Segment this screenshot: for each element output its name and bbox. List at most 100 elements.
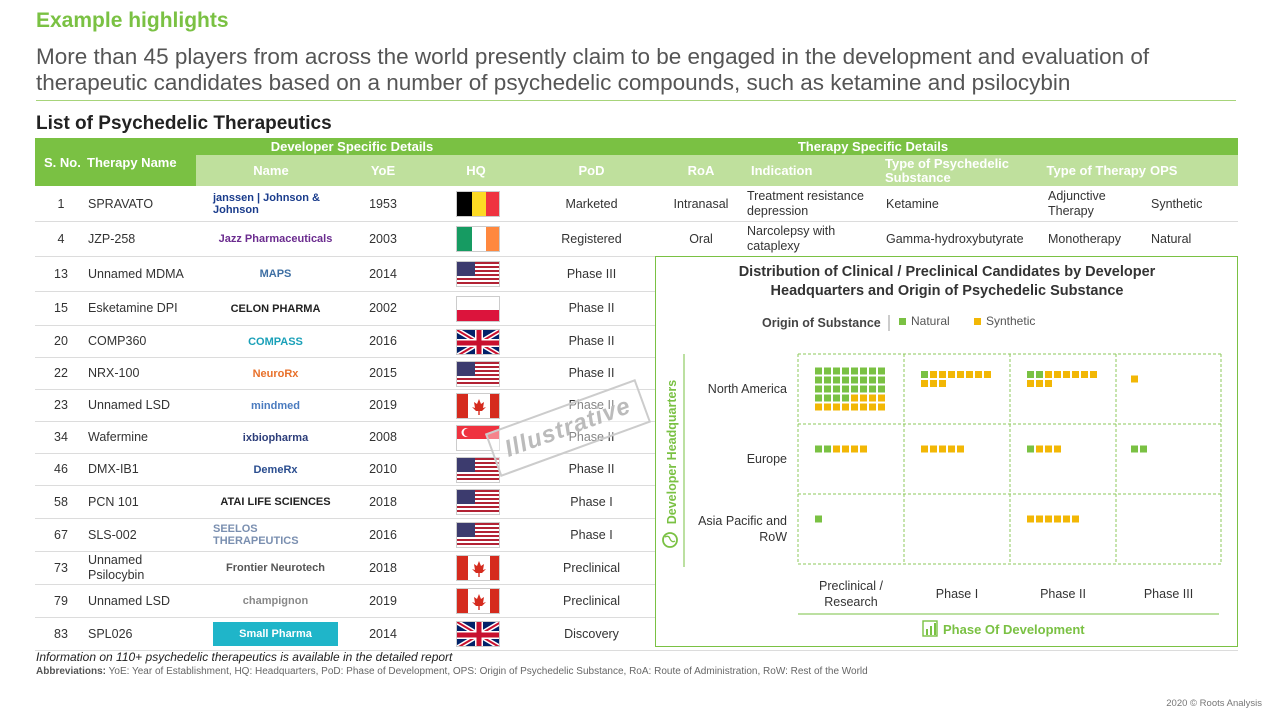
square-natural	[1027, 445, 1034, 453]
phase-chart-icon-bar	[930, 626, 932, 635]
square-natural	[833, 367, 840, 375]
square-synthetic	[1036, 380, 1043, 387]
legend-title: Origin of Substance	[762, 316, 881, 330]
square-natural	[921, 371, 928, 378]
table-row: 4 JZP-258 Jazz Pharmaceuticals 2003 Register…	[35, 222, 1238, 257]
phase-chart-icon	[922, 620, 938, 637]
square-synthetic	[930, 371, 937, 378]
column-label: Phase III	[1144, 587, 1193, 601]
cell-pod: Phase III	[566, 266, 617, 281]
square-natural	[869, 376, 876, 384]
square-natural	[824, 376, 831, 384]
column-label: Research	[824, 595, 878, 609]
col-header-pod: PoD	[532, 155, 651, 186]
square-synthetic	[957, 445, 964, 453]
developer-logo: SEELOS THERAPEUTICS	[213, 523, 299, 547]
square-synthetic	[860, 403, 867, 411]
canada-flag	[456, 392, 500, 419]
square-natural	[824, 367, 831, 375]
abbreviations: Abbreviations: YoE: Year of Establishmen…	[36, 666, 868, 677]
cell-therapy-type: Adjunctive Therapy	[1048, 189, 1106, 218]
legend-swatch-natural	[899, 318, 906, 325]
square-natural	[869, 385, 876, 393]
square-natural	[860, 367, 867, 375]
square-synthetic	[1090, 371, 1097, 378]
section-title: List of Psychedelic Therapeutics	[36, 113, 332, 134]
square-synthetic	[1063, 515, 1070, 523]
cell-pod: Phase II	[568, 430, 615, 444]
square-synthetic	[869, 394, 876, 402]
table-row: 1 SPRAVATO janssen | Johnson & Johnson 1953…	[35, 187, 1238, 222]
cell-pod: Phase I	[570, 494, 613, 509]
cell-therapy-name: COMP360	[88, 334, 147, 348]
belgium-flag	[456, 191, 500, 217]
cell-pod: Registered	[561, 231, 622, 246]
cell-yoe: 2014	[369, 626, 397, 641]
phase-chart-icon-bar	[926, 629, 928, 635]
square-synthetic	[833, 445, 840, 453]
cell-therapy-name: Esketamine DPI	[88, 301, 178, 315]
cell-therapy-name: SLS-002	[88, 527, 137, 542]
cell-therapy-name: NRX-100	[88, 366, 140, 380]
square-natural	[833, 376, 840, 384]
table-row: 34 Wafermine ixbiopharma 2008 Phase II	[35, 422, 1238, 454]
square-synthetic	[824, 403, 831, 411]
column-label: Phase II	[1040, 587, 1086, 601]
table-row: 13 Unnamed MDMA MAPS 2014 Phase III	[35, 257, 1238, 292]
square-natural	[878, 367, 885, 375]
square-synthetic	[939, 371, 946, 378]
chart-title-line: Distribution of Clinical / Preclinical C…	[739, 264, 1156, 280]
col-header-ops: OPS	[1150, 155, 1238, 186]
square-synthetic	[878, 394, 885, 402]
table-row: 22 NRX-100 NeuroRx 2015 Phase II	[35, 358, 1238, 390]
cell-yoe: 2018	[369, 494, 397, 509]
cell-pod: Preclinical	[563, 593, 620, 608]
developer-logo: MAPS	[259, 268, 292, 280]
globe-icon-detail	[664, 535, 676, 543]
cell-pod: Discovery	[564, 626, 619, 641]
column-label: Preclinical /	[819, 579, 883, 593]
square-synthetic	[957, 371, 964, 378]
square-synthetic	[939, 380, 946, 387]
square-synthetic	[1027, 380, 1034, 387]
square-natural	[833, 385, 840, 393]
square-natural	[842, 385, 849, 393]
square-natural	[824, 394, 831, 402]
cell-therapy-name: SPL026	[88, 626, 133, 641]
cell-therapy-name: PCN 101	[88, 494, 139, 509]
cell-sno: 4	[57, 231, 65, 246]
square-synthetic	[1054, 515, 1061, 523]
cell-ops: Synthetic	[1151, 196, 1203, 211]
cell-sno: 20	[54, 334, 68, 348]
square-synthetic	[1054, 371, 1061, 378]
square-synthetic	[1045, 515, 1052, 523]
cell-yoe: 2016	[369, 527, 397, 542]
table-row: 46 DMX-IB1 DemeRx 2010 Phase II	[35, 454, 1238, 486]
table-row: 79 Unnamed LSD champignon 2019 Preclinical	[35, 585, 1238, 618]
square-synthetic	[939, 445, 946, 453]
developer-logo: mindmed	[251, 399, 300, 412]
table-row: 67 SLS-002 SEELOS THERAPEUTICS 2016 Phase I	[35, 519, 1238, 552]
cell-substance: Ketamine	[886, 196, 939, 211]
cell-yoe: 2003	[369, 231, 397, 246]
square-synthetic	[851, 445, 858, 453]
cell-sno: 23	[54, 398, 68, 412]
legend-label-synthetic: Synthetic	[986, 314, 1035, 328]
cell-sno: 15	[54, 301, 68, 315]
singapore-flag	[456, 424, 500, 451]
square-synthetic	[860, 445, 867, 453]
row-label: Europe	[747, 452, 787, 466]
globe-icon	[662, 532, 678, 548]
cell-therapy-name: DMX-IB1	[88, 462, 139, 476]
phase-chart-icon-bar	[934, 623, 936, 635]
square-natural	[851, 385, 858, 393]
cell-indication: Treatment resistance depression	[747, 189, 864, 218]
cell-yoe: 2010	[369, 462, 397, 476]
cell-yoe: 2018	[369, 560, 397, 575]
cell-yoe: 2002	[369, 301, 397, 315]
square-synthetic	[930, 380, 937, 387]
col-header-name: Name	[196, 155, 346, 186]
cell-sno: 46	[54, 462, 68, 476]
square-synthetic	[1027, 515, 1034, 523]
square-natural	[824, 445, 831, 453]
